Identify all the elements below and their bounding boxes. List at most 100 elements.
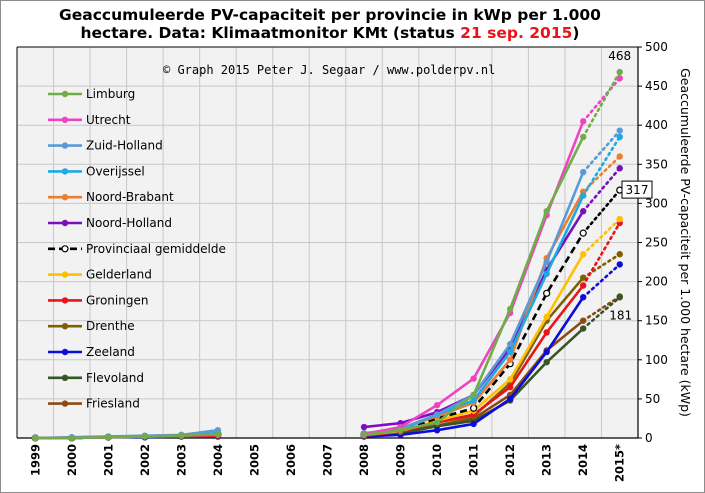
data-point	[214, 430, 222, 438]
x-tick-label: 2015*	[613, 444, 627, 482]
data-point	[543, 358, 550, 366]
legend-swatch-marker	[61, 245, 69, 253]
series-projection-line	[581, 217, 622, 256]
data-point	[433, 426, 441, 434]
data-point	[616, 251, 623, 258]
data-point	[579, 229, 587, 237]
data-point	[543, 270, 550, 277]
series-projection-line	[581, 295, 622, 330]
series-projection-line	[581, 263, 622, 299]
annotation-label: 181	[609, 308, 632, 322]
data-point	[580, 251, 587, 258]
legend-item: Overijssel	[48, 164, 145, 178]
title-line-1: Geaccumuleerde PV-capaciteit per provinc…	[59, 6, 601, 24]
data-point	[580, 325, 587, 332]
legend-item: Zuid-Holland	[48, 139, 163, 153]
y-tick-label: 250	[645, 236, 668, 250]
legend-item: Drenthe	[48, 319, 135, 333]
legend-label: Overijssel	[86, 164, 145, 178]
title-line-2-prefix: hectare. Data: Klimaatmonitor KMt (statu…	[80, 24, 461, 42]
data-point	[580, 274, 587, 281]
data-point	[543, 258, 550, 266]
legend-item: Gelderland	[48, 268, 152, 282]
data-point	[543, 208, 550, 215]
title-status-date: 21 sep. 2015	[460, 24, 573, 42]
data-point	[433, 411, 441, 418]
data-point	[506, 348, 514, 356]
data-point	[506, 395, 514, 403]
data-point	[178, 432, 185, 439]
x-tick-label: 2011	[467, 444, 481, 476]
legend-swatch-marker	[61, 297, 69, 304]
data-point	[506, 376, 514, 383]
legend-item: Flevoland	[48, 371, 144, 385]
annotations: 468 317 181	[608, 49, 653, 322]
data-point	[470, 391, 477, 399]
series-projection-line	[581, 188, 622, 235]
series-line	[35, 432, 218, 440]
legend-swatch-marker	[61, 323, 69, 330]
data-point	[616, 215, 623, 223]
data-point	[616, 294, 623, 301]
x-tick-label: 2010	[430, 444, 444, 476]
annotation-box	[621, 180, 653, 199]
annotation-label: 317	[626, 183, 649, 197]
x-tick-label: 2013	[540, 444, 554, 476]
data-point	[360, 423, 368, 431]
legend-label: Zeeland	[86, 345, 135, 359]
legend-label: Noord-Holland	[86, 216, 172, 230]
data-point	[506, 340, 514, 348]
data-point	[616, 261, 623, 268]
legend-swatch-marker	[61, 90, 69, 98]
y-tick-label: 500	[645, 40, 668, 54]
data-point	[616, 68, 623, 76]
data-point	[470, 397, 477, 404]
data-point	[543, 313, 550, 320]
y-tick-label: 50	[645, 392, 660, 406]
data-point	[433, 401, 441, 409]
legend-swatch-marker	[61, 400, 69, 407]
data-point	[616, 75, 623, 82]
data-point	[506, 305, 514, 313]
legend-swatch-marker	[61, 168, 69, 175]
legend-label: Gelderland	[86, 268, 152, 282]
series-lines	[31, 68, 624, 442]
y-tick-label: 200	[645, 275, 668, 289]
legend-item: Utrecht	[48, 113, 131, 127]
chart-title: Geaccumuleerde PV-capaciteit per provinc…	[10, 6, 650, 42]
data-point	[105, 434, 112, 441]
data-point	[616, 165, 623, 172]
data-point	[580, 133, 587, 141]
data-point	[580, 294, 587, 301]
legend-label: Drenthe	[86, 319, 135, 333]
data-point	[580, 317, 587, 324]
legend-swatch-marker	[61, 271, 69, 278]
series-projection-line	[581, 166, 622, 213]
y-tick-labels: 0 50 100 150 200 250 300 350 400 450 500	[645, 40, 668, 445]
y-axis-label: Geaccumuleerde PV-capaciteit per 1.000 h…	[678, 68, 693, 417]
series-limburg	[32, 68, 623, 442]
data-point	[506, 356, 514, 363]
annotation-label: 468	[608, 49, 631, 63]
data-point	[580, 118, 587, 125]
data-point	[470, 404, 478, 412]
y-tick-label: 0	[645, 431, 653, 445]
y-tick-label: 450	[645, 79, 668, 93]
legend-label: Limburg	[86, 87, 135, 101]
x-tick-label: 2002	[138, 444, 152, 476]
data-point	[616, 153, 623, 160]
x-tick-label: 2000	[65, 444, 79, 476]
data-point	[543, 348, 550, 356]
legend-item: Limburg	[48, 87, 135, 101]
x-tick-label: 2003	[174, 444, 188, 476]
series-projection-line	[581, 70, 622, 139]
data-point	[616, 127, 623, 134]
legend-swatch-marker	[61, 348, 69, 356]
legend-item: Friesland	[48, 397, 140, 411]
legend-label: Noord-Brabant	[86, 190, 174, 204]
series-projection-line	[581, 221, 622, 287]
x-tick-labels: 1999 2000 2001 2002 2003 2004 2005 2006 2007 2008…	[28, 444, 626, 482]
data-point	[580, 168, 587, 176]
y-tick-label: 300	[645, 196, 668, 210]
